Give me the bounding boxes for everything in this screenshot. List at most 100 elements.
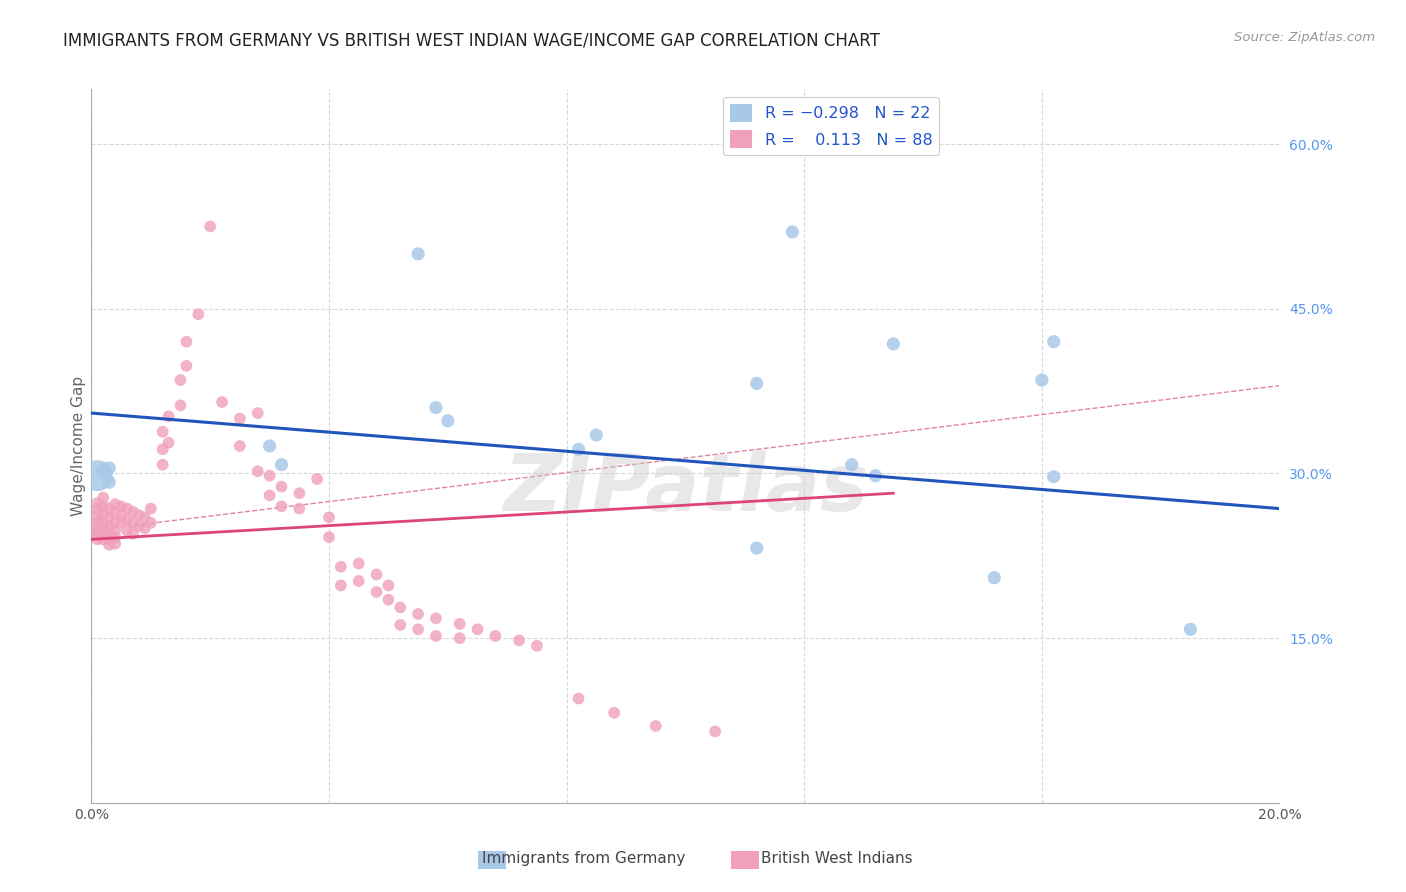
Point <box>229 439 252 453</box>
Point <box>98 538 121 552</box>
Point <box>1180 623 1202 637</box>
Point <box>347 574 370 588</box>
Point <box>98 475 121 490</box>
Point <box>128 519 150 533</box>
Point <box>86 524 108 538</box>
Point <box>187 307 209 321</box>
Point <box>91 516 114 530</box>
Point <box>449 616 471 631</box>
Point <box>366 567 388 582</box>
Point <box>115 512 138 526</box>
Point <box>98 461 121 475</box>
Point <box>86 528 108 542</box>
Point <box>86 508 108 523</box>
Point <box>307 472 329 486</box>
Point <box>1031 373 1053 387</box>
Point <box>882 337 904 351</box>
Point <box>91 508 114 523</box>
Point <box>91 464 114 478</box>
Point <box>585 428 607 442</box>
Point <box>366 585 388 599</box>
Point <box>425 401 447 415</box>
Point <box>110 508 132 523</box>
Point <box>152 425 174 439</box>
Point <box>86 501 108 516</box>
Legend: R = −0.298   N = 22, R =    0.113   N = 88: R = −0.298 N = 22, R = 0.113 N = 88 <box>723 97 939 155</box>
Point <box>567 691 589 706</box>
Point <box>329 578 352 592</box>
Point <box>259 439 281 453</box>
Point <box>115 501 138 516</box>
Point <box>122 526 145 541</box>
Point <box>152 458 174 472</box>
Point <box>104 497 127 511</box>
Point <box>229 411 252 425</box>
Point <box>176 334 198 349</box>
Point <box>134 521 156 535</box>
Point <box>86 519 108 533</box>
Point <box>406 247 429 261</box>
Point <box>270 480 292 494</box>
Point <box>288 501 311 516</box>
Point <box>104 515 127 529</box>
Point <box>508 633 530 648</box>
Point <box>139 516 162 530</box>
Point <box>176 359 198 373</box>
Text: British West Indians: British West Indians <box>761 851 912 865</box>
Point <box>110 500 132 514</box>
Point <box>157 435 180 450</box>
Point <box>98 533 121 547</box>
Point <box>389 600 412 615</box>
Point <box>91 526 114 541</box>
Point <box>745 376 768 391</box>
Point <box>318 530 340 544</box>
Point <box>152 442 174 457</box>
Point <box>139 501 162 516</box>
Point <box>347 557 370 571</box>
Point <box>98 525 121 540</box>
Point <box>211 395 233 409</box>
Text: IMMIGRANTS FROM GERMANY VS BRITISH WEST INDIAN WAGE/INCOME GAP CORRELATION CHART: IMMIGRANTS FROM GERMANY VS BRITISH WEST … <box>63 31 880 49</box>
Point <box>603 706 626 720</box>
Point <box>406 607 429 621</box>
Point <box>259 488 281 502</box>
Point <box>169 398 191 412</box>
Point <box>246 406 269 420</box>
Point <box>86 496 108 510</box>
Point <box>98 519 121 533</box>
Point <box>425 611 447 625</box>
Point <box>104 537 127 551</box>
Point <box>98 501 121 516</box>
Point <box>983 571 1005 585</box>
Point <box>526 639 548 653</box>
Point <box>86 468 108 483</box>
Point <box>86 515 108 529</box>
Point <box>91 521 114 535</box>
Point <box>91 500 114 514</box>
Point <box>865 468 887 483</box>
Point <box>122 505 145 519</box>
Text: Immigrants from Germany: Immigrants from Germany <box>482 851 685 865</box>
Point <box>1042 469 1064 483</box>
Text: ZIPatlas: ZIPatlas <box>503 450 868 528</box>
Point <box>644 719 666 733</box>
Y-axis label: Wage/Income Gap: Wage/Income Gap <box>70 376 86 516</box>
Point <box>436 414 458 428</box>
Point <box>1042 334 1064 349</box>
Point <box>389 618 412 632</box>
Point <box>259 468 281 483</box>
Point <box>110 516 132 530</box>
Point <box>128 508 150 523</box>
Point <box>157 409 180 424</box>
Point <box>98 510 121 524</box>
Point <box>782 225 804 239</box>
Point <box>484 629 506 643</box>
Text: Source: ZipAtlas.com: Source: ZipAtlas.com <box>1234 31 1375 45</box>
Point <box>246 464 269 478</box>
Point <box>91 491 114 505</box>
Point <box>104 506 127 520</box>
Point <box>567 442 589 457</box>
Point <box>169 373 191 387</box>
Point <box>745 541 768 555</box>
Point <box>270 458 292 472</box>
